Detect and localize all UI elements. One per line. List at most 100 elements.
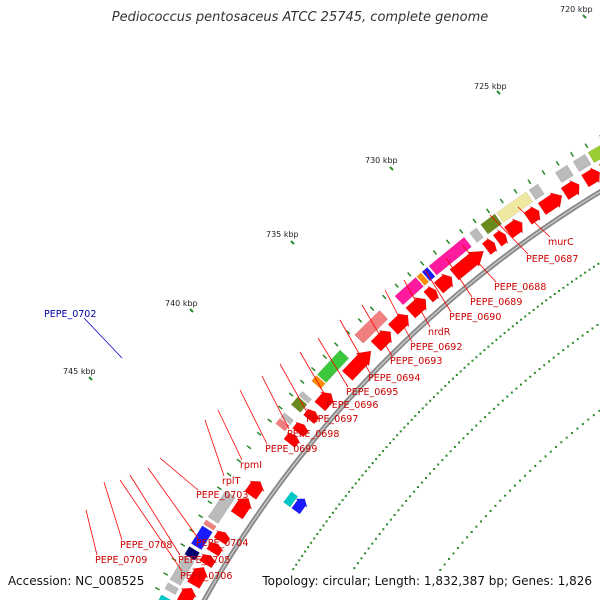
gc-dot [514, 484, 517, 487]
gc-dot [499, 499, 502, 502]
gc-dot [313, 537, 316, 540]
gc-dot [471, 359, 474, 362]
feature-reverse [203, 519, 217, 531]
gc-dot [596, 323, 599, 326]
gene-label: PEPE_0697 [306, 414, 358, 425]
gc-dot [421, 407, 424, 410]
gc-dot [439, 568, 442, 571]
gc-dot [403, 426, 406, 429]
leader-line [279, 363, 309, 415]
gc-dot [440, 388, 443, 391]
feature-reverse [416, 272, 430, 286]
gc-dot [558, 289, 561, 292]
feature-reverse [554, 164, 574, 184]
highlight-leader [83, 317, 123, 359]
gc-dot [409, 495, 412, 498]
cds-forward [199, 553, 217, 569]
gc-dot [360, 557, 363, 560]
gc-dot [397, 509, 400, 512]
gc-dot [433, 468, 436, 471]
gc-dot [466, 536, 469, 539]
gc-dot [562, 349, 565, 352]
gc-dot [424, 477, 427, 480]
inner-tick [333, 342, 339, 347]
gc-dot [410, 418, 413, 421]
inner-tick [311, 366, 316, 372]
gc-dot [492, 407, 495, 410]
leader-line [384, 289, 413, 343]
gc-dot [310, 541, 313, 544]
gc-dot [545, 299, 548, 302]
leader-line [317, 337, 349, 388]
gc-dot [413, 490, 416, 493]
leader-line [461, 244, 497, 283]
gc-dot [353, 567, 356, 570]
leader-line [299, 351, 329, 401]
gene-label: PEPE_0709 [95, 555, 147, 566]
gc-dot [374, 537, 377, 540]
gc-dot [451, 377, 454, 380]
gene-label: PEPE_0693 [390, 356, 442, 367]
inner-tick [357, 318, 363, 323]
feature-reverse [298, 390, 312, 404]
gc-dot [385, 446, 388, 449]
gene-label: nrdR [428, 327, 451, 338]
gc-dot [444, 384, 447, 387]
inner-tick [584, 143, 589, 149]
gc-dot [501, 399, 504, 402]
gc-dot [455, 374, 458, 377]
gene-label: PEPE_0690 [449, 312, 501, 323]
scale-label: 735 kbp [266, 230, 299, 239]
cds-forward [423, 285, 440, 303]
gene-label: PEPE_0703 [196, 490, 248, 501]
cds-forward [492, 229, 509, 247]
gc-dot [483, 349, 486, 352]
gc-dot [575, 277, 578, 280]
gc-dot [487, 345, 490, 348]
gc-dot [425, 403, 428, 406]
cds-forward [387, 313, 410, 335]
gc-dot [461, 541, 464, 544]
gc-dot [331, 511, 334, 514]
leader-line [261, 375, 290, 430]
scale-tick [496, 90, 501, 95]
scale-label: 745 kbp [63, 367, 96, 376]
feature-reverse [190, 525, 213, 551]
inner-tick [256, 431, 262, 436]
cds-forward [405, 296, 427, 319]
gc-dot [549, 450, 552, 453]
inner-tick [382, 294, 387, 300]
leader-line [129, 474, 181, 556]
gc-dots [292, 262, 600, 571]
inner-tick [513, 188, 518, 194]
gc-dot [479, 420, 482, 423]
gc-dot [322, 524, 325, 527]
gc-dot [494, 504, 497, 507]
backbone [201, 188, 600, 600]
gc-dot [407, 422, 410, 425]
accession-label: Accession: NC_008525 [8, 574, 145, 588]
gc-dot [480, 520, 483, 523]
gene-label: PEPE_0708 [120, 540, 172, 551]
inner-tick [267, 418, 273, 423]
inner-tick [216, 486, 222, 491]
cds-forward [244, 480, 265, 500]
scale-tick [290, 240, 295, 245]
gc-dot [544, 455, 547, 458]
gc-dot [458, 441, 461, 444]
gc-dot [497, 403, 500, 406]
gc-dot [565, 436, 568, 439]
gc-dot [499, 335, 502, 338]
gc-dot [571, 341, 574, 344]
gc-dot [484, 515, 487, 518]
gene-label: PEPE_0688 [494, 282, 546, 293]
gc-dot [529, 469, 532, 472]
inner-tick [527, 179, 532, 185]
inner-tick [419, 260, 425, 266]
feature-reverse [480, 213, 503, 235]
inner-tick [236, 458, 242, 463]
cds-forward [503, 218, 523, 239]
gc-dot [587, 418, 590, 421]
gc-dot [417, 411, 420, 414]
gc-dot [484, 416, 487, 419]
